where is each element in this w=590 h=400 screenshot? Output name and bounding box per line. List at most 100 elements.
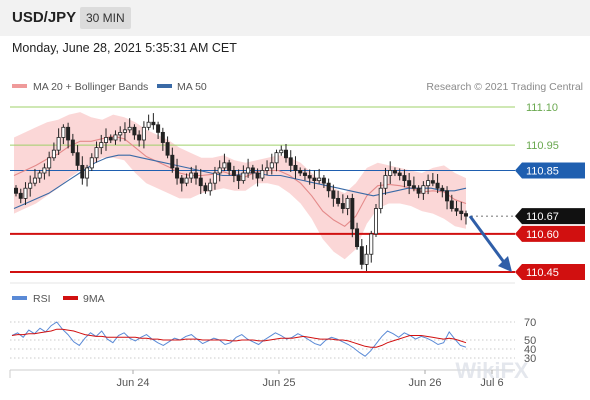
candle-body — [364, 253, 369, 265]
candle-body — [359, 246, 364, 265]
candle — [37, 169, 42, 183]
candle — [279, 145, 284, 156]
candle-body — [208, 182, 213, 192]
candle — [388, 161, 393, 184]
candle-body — [402, 175, 407, 182]
candle-body — [151, 121, 156, 126]
candle — [104, 128, 109, 151]
rsi-legend-label: RSI — [33, 293, 51, 305]
candle-body — [411, 185, 416, 189]
rsi-legend-swatch — [12, 296, 27, 300]
candle-body — [61, 126, 66, 138]
price-levels: 111.10 110.95 110.85 110.67 110.60 110.45 — [10, 102, 585, 280]
candle — [321, 175, 326, 188]
candle — [383, 167, 388, 195]
candle-body — [293, 164, 298, 171]
candle-body — [137, 134, 142, 141]
candle-body — [445, 190, 450, 202]
candle — [269, 153, 274, 175]
candle — [440, 185, 445, 198]
rsi-ma-line — [11, 328, 467, 348]
candle — [236, 169, 241, 189]
candle — [435, 174, 440, 194]
candle — [141, 121, 146, 149]
candle-body — [42, 167, 47, 174]
candle — [421, 181, 426, 200]
candle — [28, 175, 33, 197]
level-label: 110.85 — [526, 165, 559, 177]
candle — [208, 178, 213, 196]
candle — [331, 184, 336, 207]
bollinger-legend-swatch — [12, 84, 27, 88]
candle — [241, 165, 246, 184]
candle-body — [421, 185, 426, 194]
bollinger-legend-label: MA 20 + Bollinger Bands — [33, 81, 148, 93]
candle-body — [51, 149, 56, 159]
candle — [307, 169, 312, 185]
candle-body — [269, 162, 274, 169]
candle — [70, 133, 75, 156]
candle-body — [274, 152, 279, 164]
candle-body — [118, 131, 123, 136]
candle-body — [326, 182, 331, 192]
candle — [189, 166, 194, 183]
candle — [265, 160, 270, 176]
candle — [198, 168, 203, 195]
level-label-box — [515, 264, 585, 280]
candle — [80, 156, 85, 185]
candle-body — [113, 134, 118, 141]
candle — [113, 130, 118, 145]
candle-body — [37, 172, 42, 179]
candle — [156, 121, 161, 139]
ma50-legend-swatch — [157, 84, 172, 88]
candle-body — [378, 187, 383, 209]
candle-body — [28, 182, 33, 189]
arrow-shaft — [468, 215, 508, 266]
candle-body — [250, 167, 255, 174]
level-label: 110.60 — [526, 229, 559, 241]
candle — [426, 174, 431, 195]
arrow-head — [498, 256, 512, 272]
candle — [392, 167, 397, 177]
timeframe-button[interactable]: 30 MIN — [80, 7, 131, 29]
candle — [345, 195, 350, 216]
candle — [165, 136, 170, 159]
level-label: 110.95 — [526, 140, 559, 152]
candle-body — [32, 177, 37, 184]
candle — [302, 168, 307, 181]
candle — [231, 165, 236, 183]
candle — [132, 124, 137, 140]
candle-body — [246, 167, 251, 174]
x-tick-label: Jun 26 — [408, 377, 441, 389]
candle — [75, 145, 80, 171]
candle — [378, 182, 383, 214]
candle-body — [317, 177, 322, 182]
candle-body — [430, 180, 435, 184]
level-label-box — [515, 225, 585, 242]
level-label-box — [515, 208, 585, 225]
candle — [274, 149, 279, 172]
x-tick-label: Jun 24 — [116, 377, 149, 389]
candle-body — [13, 187, 18, 194]
candle-body — [47, 157, 52, 169]
candle-body — [193, 172, 198, 179]
candle — [184, 173, 189, 187]
candle-body — [449, 200, 454, 209]
candle — [298, 167, 303, 177]
candle — [355, 222, 360, 250]
candle — [373, 203, 378, 237]
candle — [137, 130, 142, 147]
candle — [350, 193, 355, 238]
candle-body — [279, 149, 284, 154]
pair-title: USD/JPY — [12, 9, 77, 26]
candle — [293, 156, 298, 179]
candle — [430, 173, 435, 187]
candle — [32, 168, 37, 187]
candle — [227, 159, 232, 176]
candle-body — [369, 233, 374, 255]
candle-body — [459, 210, 464, 215]
candle — [56, 128, 61, 155]
candle-body — [383, 175, 388, 189]
candle-body — [132, 126, 137, 136]
